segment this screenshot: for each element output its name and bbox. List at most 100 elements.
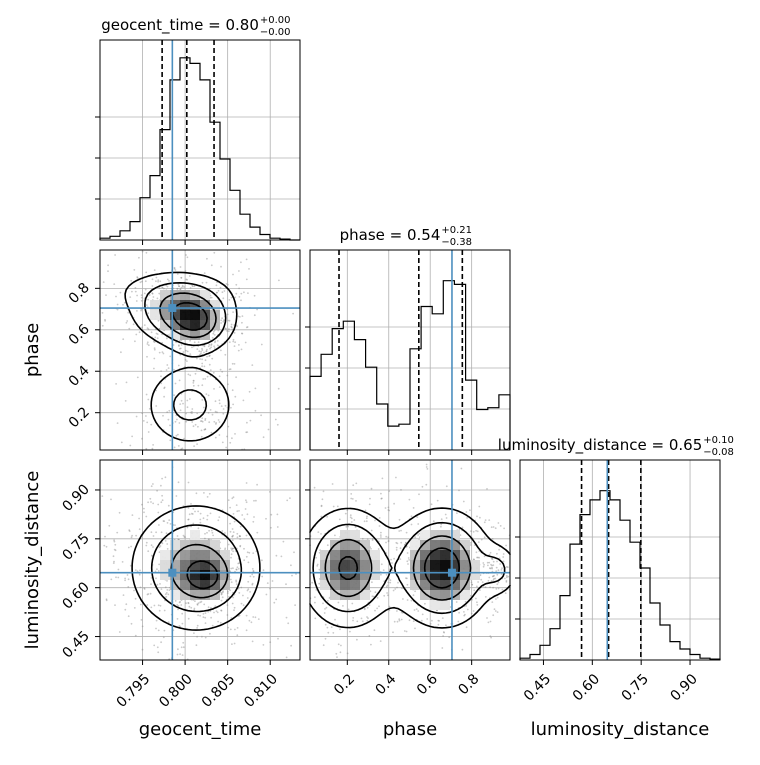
panel-luminosity_distance-vs-phase-sample-point: [490, 580, 493, 582]
panel-phase-vs-geocent_time-density-cell: [170, 330, 180, 340]
panel-luminosity_distance-vs-geocent_time-sample-point: [138, 517, 141, 520]
panel-luminosity_distance-vs-geocent_time-sample-point: [146, 593, 149, 596]
panel-luminosity_distance-vs-phase-sample-point: [476, 515, 478, 518]
panel-phase-vs-geocent_time-sample-point: [189, 353, 192, 355]
panel-luminosity_distance-vs-phase-sample-point: [392, 631, 394, 634]
panel-phase-vs-geocent_time-sample-point: [104, 318, 106, 321]
panel-phase-vs-geocent_time-sample-point: [145, 251, 148, 254]
panel-phase-vs-geocent_time-sample-point: [200, 420, 203, 422]
panel-phase-vs-geocent_time-sample-point: [148, 407, 151, 410]
panel-luminosity_distance-vs-phase-sample-point: [363, 608, 366, 611]
panel-phase-vs-geocent_time-sample-point: [254, 387, 257, 390]
panel-luminosity_distance-vs-geocent_time-sample-point: [147, 501, 150, 504]
panel-luminosity_distance-vs-phase-sample-point: [399, 558, 402, 560]
ytick-label-phase: 0.8: [66, 280, 93, 307]
panel-phase-vs-geocent_time-sample-point: [203, 365, 206, 368]
panel-luminosity_distance-vs-geocent_time-sample-point: [207, 610, 210, 613]
panel-luminosity_distance-vs-phase-sample-point: [507, 575, 510, 578]
panel-luminosity_distance-vs-geocent_time-density-cell: [190, 570, 200, 580]
panel-phase-vs-geocent_time-sample-point: [212, 371, 215, 374]
panel-luminosity_distance-vs-phase-sample-point: [415, 608, 418, 610]
panel-luminosity_distance-vs-geocent_time-sample-point: [127, 546, 130, 549]
panel-luminosity_distance-vs-phase-sample-point: [491, 601, 494, 603]
panel-phase-vs-geocent_time-sample-point: [237, 349, 240, 352]
panel-phase-vs-geocent_time-sample-point: [115, 295, 117, 298]
panel-luminosity_distance-vs-phase-sample-point: [369, 497, 371, 500]
xtick-label-phase: 0.2: [331, 671, 358, 698]
panel-luminosity_distance-vs-geocent_time-sample-point: [157, 511, 160, 514]
panel-luminosity_distance-vs-geocent_time-density-cell: [220, 550, 230, 560]
panel-luminosity_distance-vs-phase-sample-point: [466, 608, 469, 611]
panel-phase-vs-geocent_time-sample-point: [162, 414, 164, 417]
panel-luminosity_distance-vs-geocent_time-sample-point: [157, 651, 160, 654]
panel-luminosity_distance-vs-geocent_time-sample-point: [187, 602, 190, 604]
panel-phase-vs-geocent_time-sample-point: [199, 358, 202, 360]
panel-luminosity_distance-vs-phase-sample-point: [455, 601, 458, 603]
panel-luminosity_distance-vs-phase-density-cell: [340, 540, 350, 550]
panel-luminosity_distance-vs-geocent_time-sample-point: [251, 582, 254, 585]
panel-luminosity_distance-vs-geocent_time-sample-point: [145, 541, 148, 544]
panel-luminosity_distance-vs-phase-density-cell: [460, 540, 470, 550]
panel-phase-vs-geocent_time-sample-point: [153, 269, 156, 271]
panel-luminosity_distance-vs-geocent_time-sample-point: [115, 576, 117, 579]
panel-luminosity_distance-vs-geocent_time-sample-point: [206, 518, 209, 521]
panel-luminosity_distance-vs-phase-density-cell: [450, 560, 460, 570]
panel-luminosity_distance-vs-geocent_time-sample-point: [200, 600, 203, 603]
panel-luminosity_distance-vs-geocent_time-sample-point: [270, 513, 273, 516]
panel-luminosity_distance-vs-geocent_time-sample-point: [158, 546, 161, 549]
panel-luminosity_distance-vs-phase-sample-point: [395, 549, 398, 551]
panel-luminosity_distance-vs-geocent_time-sample-point: [240, 602, 243, 605]
panel-luminosity_distance-vs-geocent_time-sample-point: [250, 621, 253, 624]
panel-luminosity_distance-vs-geocent_time-sample-point: [131, 534, 134, 537]
panel-luminosity_distance-vs-phase-sample-point: [399, 547, 402, 549]
panel-luminosity_distance-vs-geocent_time-sample-point: [232, 531, 235, 533]
panel-luminosity_distance-vs-phase-density-cell: [320, 550, 330, 560]
panel-luminosity_distance-vs-phase-sample-point: [394, 588, 397, 590]
panel-phase-vs-geocent_time-sample-point: [145, 271, 148, 274]
panel-luminosity_distance-vs-geocent_time-sample-point: [187, 518, 190, 521]
panel-luminosity_distance-vs-phase-sample-point: [445, 485, 448, 488]
panel-luminosity_distance-vs-geocent_time-sample-point: [246, 551, 249, 554]
panel-luminosity_distance-vs-geocent_time-sample-point: [265, 517, 267, 520]
panel-luminosity_distance-vs-phase-sample-point: [332, 632, 335, 634]
panel-luminosity_distance-vs-phase-sample-point: [497, 522, 500, 524]
panel-luminosity_distance-vs-geocent_time-sample-point: [118, 631, 121, 633]
panel-luminosity_distance-vs-geocent_time-sample-point: [217, 620, 220, 623]
panel-luminosity_distance-vs-phase-sample-point: [418, 532, 421, 535]
panel-luminosity_distance-vs-phase-sample-point: [323, 612, 326, 614]
panel-luminosity_distance-vs-geocent_time-density-cell: [210, 560, 220, 570]
panel-phase-vs-geocent_time-sample-point: [147, 344, 150, 347]
panel-phase-vs-geocent_time-density-cell: [150, 310, 160, 320]
panel-phase-vs-geocent_time-sample-point: [203, 272, 206, 274]
panel-luminosity_distance-vs-phase-sample-point: [326, 515, 328, 518]
panel-phase-vs-geocent_time-sample-point: [191, 346, 193, 349]
panel-luminosity_distance-vs-geocent_time-sample-point: [193, 607, 196, 610]
panel-luminosity_distance-vs-phase-sample-point: [317, 531, 320, 533]
panel-luminosity_distance-vs-phase-sample-point: [435, 609, 438, 612]
panel-luminosity_distance-vs-geocent_time-sample-point: [239, 545, 242, 548]
title-luminosity_distance: luminosity_distance = 0.65: [498, 436, 702, 455]
panel-phase-vs-geocent_time-sample-point: [166, 364, 169, 366]
panel-luminosity_distance-vs-geocent_time-sample-point: [134, 597, 137, 600]
panel-luminosity_distance-vs-phase-sample-point: [350, 493, 353, 495]
panel-luminosity_distance-vs-geocent_time-sample-point: [220, 599, 223, 602]
panel-luminosity_distance-vs-geocent_time-sample-point: [162, 520, 165, 522]
panel-phase-vs-geocent_time-sample-point: [177, 433, 179, 436]
panel-luminosity_distance-vs-geocent_time-sample-point: [139, 586, 142, 589]
panel-luminosity_distance-vs-geocent_time-sample-point: [150, 544, 153, 547]
panel-phase-vs-geocent_time-sample-point: [231, 389, 234, 392]
panel-luminosity_distance-vs-geocent_time-sample-point: [233, 606, 236, 609]
panel-luminosity_distance-vs-phase-sample-point: [346, 652, 349, 655]
panel-phase-vs-geocent_time-sample-point: [217, 289, 220, 292]
panel-phase-vs-geocent_time-sample-point: [135, 300, 138, 302]
panel-luminosity_distance-vs-phase-density-cell: [320, 580, 330, 590]
panel-luminosity_distance-vs-phase-sample-point: [445, 624, 447, 627]
panel-luminosity_distance-vs-phase-sample-point: [479, 589, 481, 591]
panel-luminosity_distance-vs-phase-sample-point: [498, 548, 500, 551]
panel-phase-vs-geocent_time-sample-point: [220, 265, 222, 268]
panel-luminosity_distance-vs-geocent_time-sample-point: [159, 604, 162, 607]
panel-luminosity_distance-vs-geocent_time-sample-point: [245, 501, 248, 504]
panel-luminosity_distance-vs-geocent_time-sample-point: [246, 589, 249, 592]
panel-luminosity_distance-vs-phase-density-cell: [350, 530, 360, 540]
